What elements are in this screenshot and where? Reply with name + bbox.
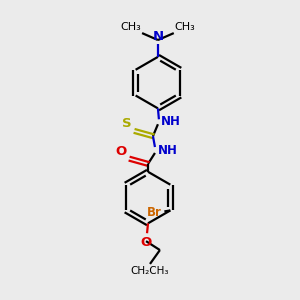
Text: S: S xyxy=(122,117,131,130)
Text: CH₃: CH₃ xyxy=(175,22,196,32)
Text: NH: NH xyxy=(161,115,181,128)
Text: N: N xyxy=(152,30,164,43)
Text: O: O xyxy=(115,145,126,158)
Text: CH₃: CH₃ xyxy=(120,22,141,32)
Text: NH: NH xyxy=(158,143,178,157)
Text: CH₂CH₃: CH₂CH₃ xyxy=(131,266,169,276)
Text: Br: Br xyxy=(146,206,161,219)
Text: O: O xyxy=(140,236,152,249)
